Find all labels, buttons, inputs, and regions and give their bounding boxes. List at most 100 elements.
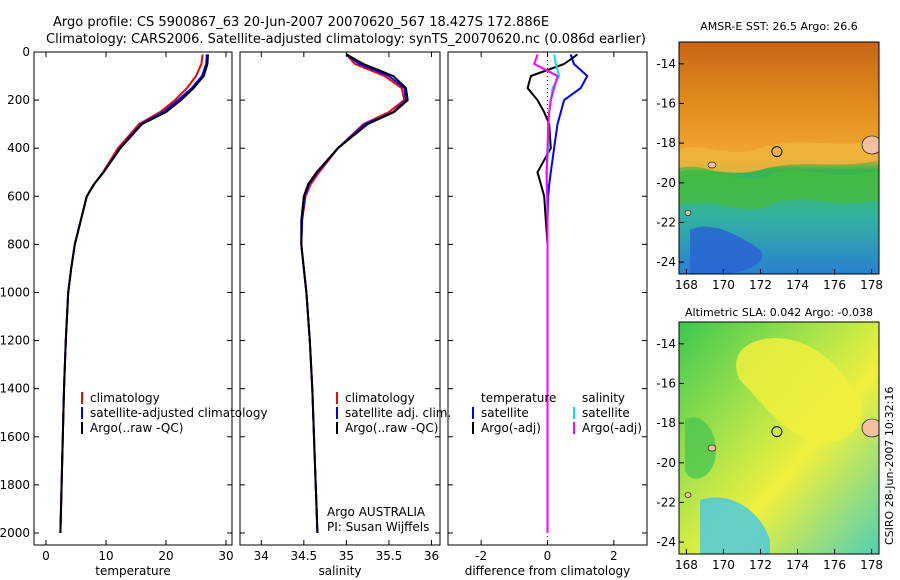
credit-timestamp: CSIRO 28-Jun-2007 10:32:16 bbox=[883, 387, 896, 545]
sst-cool-patch bbox=[690, 226, 763, 274]
y-tick-label: -24 bbox=[656, 255, 676, 269]
series-line-satellite-adj-clim- bbox=[300, 53, 407, 534]
sla-mid-patch bbox=[685, 417, 716, 479]
sst-map-title: AMSR-E SST: 26.5 Argo: 26.6 bbox=[700, 20, 858, 33]
argo-position-marker bbox=[771, 426, 783, 438]
sst-map-axes: 168 170 172 174 176 178 -14 -16 -18 -20 -22 -24 bbox=[656, 41, 883, 292]
legend-label-climatology: climatology bbox=[345, 391, 415, 405]
series-line-argo-raw-qc- bbox=[300, 53, 409, 534]
y-tick-label: 1800 bbox=[0, 478, 30, 492]
sst-island-small bbox=[684, 210, 692, 216]
map-frame bbox=[678, 41, 880, 275]
series-line-temperature-argo-adj- bbox=[526, 53, 578, 533]
temperature-legend: climatology satellite-adjusted climatolo… bbox=[81, 391, 268, 435]
x-tick-label: 176 bbox=[823, 558, 846, 572]
legend-label-argo: Argo(..raw -QC) bbox=[345, 421, 438, 435]
x-axis-label: salinity bbox=[318, 564, 361, 578]
legend-label-temp-argo: Argo(-adj) bbox=[481, 421, 541, 435]
plot-frame bbox=[33, 51, 233, 546]
series-line-salinity-argo-adj- bbox=[533, 54, 559, 533]
legend-title-salinity: salinity bbox=[582, 391, 625, 405]
y-tick-label: 1400 bbox=[0, 382, 30, 396]
legend-label-satellite: satellite-adjusted climatology bbox=[90, 406, 268, 420]
difference-legend: temperature satellite Argo(-adj) salinit… bbox=[472, 391, 642, 435]
legend-label-climatology: climatology bbox=[90, 391, 160, 405]
sla-island-east bbox=[861, 418, 879, 438]
temperature-profile-panel: 0 10 20 30 0 200 400 600 800 1000 1200 1400 1600 1800… bbox=[0, 45, 234, 578]
sst-island-east bbox=[861, 135, 879, 155]
series-line-climatology bbox=[59, 54, 204, 534]
y-tick-label: 1200 bbox=[0, 334, 30, 348]
x-tick-label: 168 bbox=[675, 278, 698, 292]
salinity-legend: climatology satellite adj. clim. Argo(..… bbox=[336, 391, 451, 435]
y-tick-label: -22 bbox=[656, 215, 676, 229]
legend-label-temp-satellite: satellite bbox=[481, 406, 529, 420]
x-tick-label: 178 bbox=[860, 278, 883, 292]
legend-label-argo: Argo(..raw -QC) bbox=[90, 421, 183, 435]
y-tick-label: 0 bbox=[22, 45, 30, 59]
y-tick-label: -22 bbox=[656, 495, 676, 509]
x-tick-label: 2 bbox=[610, 549, 618, 563]
x-tick-label: 178 bbox=[860, 558, 883, 572]
x-tick-label: 172 bbox=[749, 278, 772, 292]
x-axis-label: temperature bbox=[95, 564, 170, 578]
x-tick-label: 172 bbox=[749, 558, 772, 572]
y-tick-label: -14 bbox=[656, 57, 676, 71]
legend-label-satellite: satellite adj. clim. bbox=[345, 406, 451, 420]
float-owner-label: Argo AUSTRALIA bbox=[327, 505, 426, 519]
figure-title-line1: Argo profile: CS 5900867_63 20-Jun-2007 … bbox=[53, 15, 549, 30]
x-tick-label: 35 bbox=[339, 549, 354, 563]
y-tick-label: 800 bbox=[7, 237, 30, 251]
legend-label-sal-satellite: satellite bbox=[582, 406, 630, 420]
y-tick-label: 1600 bbox=[0, 430, 30, 444]
y-tick-label: -18 bbox=[656, 416, 676, 430]
argo-position-marker bbox=[771, 146, 783, 158]
y-tick-label: 400 bbox=[7, 141, 30, 155]
y-tick-label: 1000 bbox=[0, 285, 30, 299]
y-tick-label: 2000 bbox=[0, 526, 30, 540]
y-tick-label: -20 bbox=[656, 456, 676, 470]
y-tick-label: -14 bbox=[656, 337, 676, 351]
sla-map-axes: 168 170 172 174 176 178 -14 -16 -18 -20 -22 -24 bbox=[656, 321, 883, 572]
x-tick-label: 176 bbox=[823, 278, 846, 292]
map-frame bbox=[678, 321, 880, 555]
y-tick-label: -16 bbox=[656, 96, 676, 110]
x-tick-label: 34.5 bbox=[290, 549, 317, 563]
y-tick-label: 600 bbox=[7, 189, 30, 203]
figure-title-line2: Climatology: CARS2006. Satellite-adjuste… bbox=[46, 32, 646, 47]
x-axis-label: difference from climatology bbox=[465, 564, 631, 578]
x-tick-label: 30 bbox=[218, 549, 233, 563]
x-tick-label: 34 bbox=[254, 549, 269, 563]
x-tick-label: 20 bbox=[158, 549, 173, 563]
y-tick-label: -24 bbox=[656, 535, 676, 549]
sst-island-west bbox=[707, 161, 717, 169]
x-tick-label: 0 bbox=[544, 549, 552, 563]
sst-green-band bbox=[679, 166, 879, 210]
pi-name-label: PI: Susan Wijffels bbox=[327, 520, 429, 534]
x-tick-label: -2 bbox=[475, 549, 487, 563]
legend-label-sal-argo: Argo(-adj) bbox=[582, 421, 642, 435]
y-tick-label: 200 bbox=[7, 93, 30, 107]
salinity-profile-panel: 34 34.5 35 35.5 36 salinity bbox=[239, 51, 441, 578]
legend-title-temperature: temperature bbox=[481, 391, 556, 405]
x-tick-label: 35.5 bbox=[376, 549, 403, 563]
series-line-climatology bbox=[300, 53, 406, 534]
y-tick-label: -20 bbox=[656, 176, 676, 190]
sla-island-small bbox=[684, 492, 692, 498]
x-tick-label: 170 bbox=[712, 278, 735, 292]
x-tick-label: 10 bbox=[98, 549, 113, 563]
x-tick-label: 174 bbox=[786, 278, 809, 292]
y-tick-label: -16 bbox=[656, 376, 676, 390]
series-line-satellite-adjusted-climatology bbox=[59, 54, 208, 534]
x-tick-label: 0 bbox=[42, 549, 50, 563]
plot-frame bbox=[239, 51, 441, 546]
y-tick-label: -18 bbox=[656, 136, 676, 150]
x-tick-label: 36 bbox=[424, 549, 439, 563]
series-line-argo-raw-qc- bbox=[59, 54, 209, 534]
series-line-temperature-satellite bbox=[546, 54, 589, 533]
sla-low-patch bbox=[700, 497, 770, 554]
sla-high-patch bbox=[736, 338, 862, 443]
x-tick-label: 168 bbox=[675, 558, 698, 572]
